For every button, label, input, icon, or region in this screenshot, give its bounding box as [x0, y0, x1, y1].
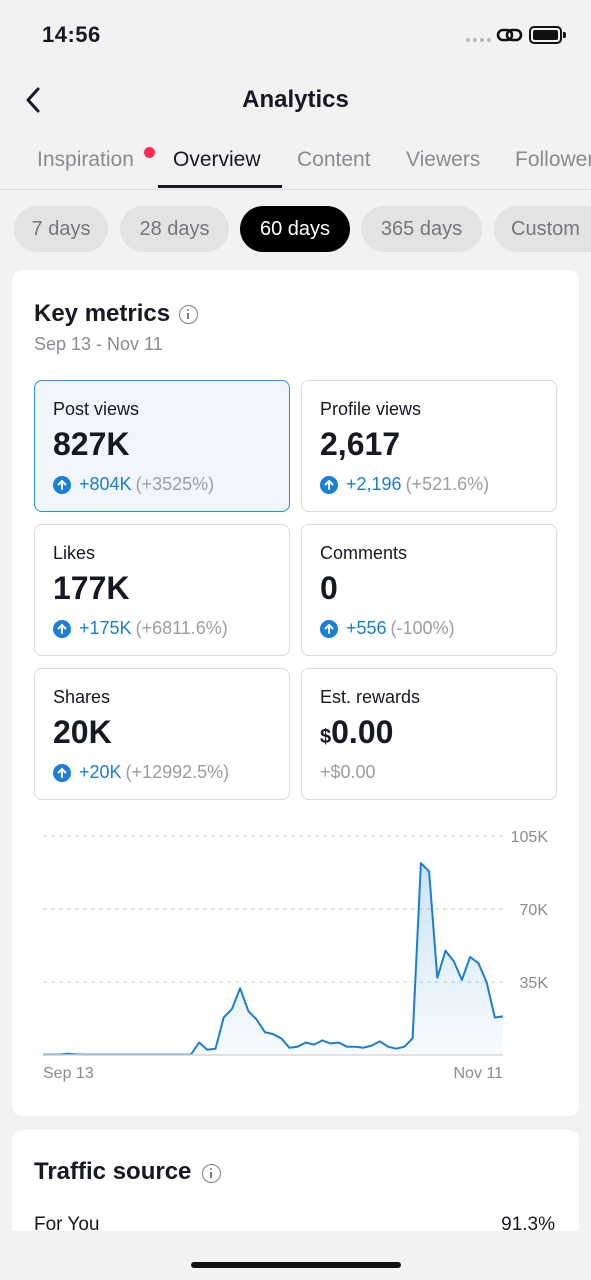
- metric-value: 2,617: [320, 426, 401, 462]
- metric-delta: +556: [346, 618, 387, 638]
- date-range-selector: 7 days 28 days 60 days 365 days Custom: [0, 206, 591, 254]
- y-axis-tick-label: 35K: [520, 975, 549, 992]
- metric-delta: +804K: [79, 474, 132, 494]
- chart-area: [43, 863, 503, 1055]
- metric-change: +804K (+3525%): [53, 474, 214, 495]
- key-metrics-title: Key metrics: [34, 300, 171, 327]
- metric-shares[interactable]: Shares 20K +20K (+12992.5%): [34, 668, 290, 800]
- bottom-safe-area: [0, 1231, 591, 1280]
- metric-label: Likes: [53, 543, 96, 563]
- home-indicator[interactable]: [191, 1262, 401, 1268]
- range-chip-28-days[interactable]: 28 days: [120, 206, 229, 252]
- notification-dot: [144, 147, 155, 158]
- range-chip-7-days[interactable]: 7 days: [14, 206, 108, 252]
- arrow-up-icon: [53, 763, 71, 782]
- metric-label: Post views: [53, 399, 140, 419]
- range-chip-60-days[interactable]: 60 days: [240, 206, 350, 252]
- metric-change: +2,196 (+521.6%): [320, 474, 489, 495]
- tab-overview[interactable]: Overview: [173, 148, 261, 171]
- status-bar: 14:56: [0, 0, 591, 70]
- metric-percent: (+12992.5%): [125, 762, 230, 782]
- metric-value: 0: [320, 570, 338, 606]
- metric-change: +20K (+12992.5%): [53, 762, 229, 783]
- x-axis-label-end: Nov 11: [453, 1065, 503, 1082]
- status-time: 14:56: [42, 22, 101, 47]
- key-metrics-card: Key metrics Sep 13 - Nov 11 Post views 8…: [12, 270, 579, 1116]
- metric-change: +556 (-100%): [320, 618, 455, 639]
- arrow-up-icon: [53, 475, 71, 494]
- metric-label: Shares: [53, 687, 111, 707]
- tab-inspiration[interactable]: Inspiration: [37, 148, 134, 171]
- tab-viewers[interactable]: Viewers: [406, 148, 481, 171]
- arrow-up-icon: [53, 619, 71, 638]
- metric-amount: 0.00: [331, 714, 394, 750]
- metric-est-rewards[interactable]: Est. rewards $0.00 +$0.00: [301, 668, 557, 800]
- metric-delta: +$0.00: [320, 762, 376, 782]
- metric-percent: (+3525%): [135, 474, 215, 494]
- range-chip-custom[interactable]: Custom: [494, 206, 591, 252]
- link-icon: [496, 28, 523, 42]
- metric-value: $0.00: [320, 714, 393, 751]
- traffic-source-label: For You: [34, 1214, 100, 1235]
- metric-percent: (+521.6%): [405, 474, 490, 494]
- metric-post-views[interactable]: Post views 827K +804K (+3525%): [34, 380, 290, 512]
- range-chip-365-days[interactable]: 365 days: [361, 206, 482, 252]
- y-axis-tick-label: 105K: [511, 829, 549, 846]
- traffic-row-for-you: For You 91.3%: [34, 1214, 555, 1236]
- metric-label: Est. rewards: [320, 687, 421, 707]
- arrow-up-icon: [320, 475, 338, 494]
- chart-svg: 105K 70K 35K Sep 13 Nov 11: [43, 829, 549, 1082]
- tab-content[interactable]: Content: [297, 148, 371, 171]
- y-axis-tick-label: 70K: [520, 902, 549, 919]
- signal-icon: [466, 38, 491, 42]
- metric-change: +$0.00: [320, 762, 376, 783]
- chevron-left-icon: [26, 87, 40, 113]
- metric-percent: (+6811.6%): [135, 618, 228, 638]
- tab-bar: Inspiration Overview Content Viewers Fol…: [0, 130, 591, 190]
- header: Analytics: [0, 70, 591, 130]
- info-icon[interactable]: [202, 1164, 221, 1183]
- active-tab-indicator: [158, 185, 282, 188]
- metric-profile-views[interactable]: Profile views 2,617 +2,196 (+521.6%): [301, 380, 557, 512]
- x-axis-label-start: Sep 13: [43, 1065, 94, 1082]
- battery-icon: [529, 26, 566, 44]
- metric-value: 827K: [53, 426, 130, 462]
- metric-comments[interactable]: Comments 0 +556 (-100%): [301, 524, 557, 656]
- metric-label: Profile views: [320, 399, 422, 419]
- metric-likes[interactable]: Likes 177K +175K (+6811.6%): [34, 524, 290, 656]
- traffic-source-value: 91.3%: [501, 1214, 555, 1235]
- page-title: Analytics: [242, 86, 349, 113]
- back-button[interactable]: [18, 84, 48, 116]
- post-views-chart[interactable]: 105K 70K 35K Sep 13 Nov 11: [12, 820, 579, 1100]
- info-icon[interactable]: [179, 305, 198, 324]
- metric-change: +175K (+6811.6%): [53, 618, 228, 639]
- currency-symbol: $: [320, 726, 332, 748]
- metric-delta: +20K: [79, 762, 122, 782]
- metric-value: 20K: [53, 714, 112, 750]
- arrow-up-icon: [320, 619, 338, 638]
- date-range-label: Sep 13 - Nov 11: [34, 334, 163, 354]
- metric-delta: +175K: [79, 618, 132, 638]
- metric-value: 177K: [53, 570, 130, 606]
- tab-followers[interactable]: Followers: [515, 148, 591, 171]
- metric-label: Comments: [320, 543, 408, 563]
- metric-delta: +2,196: [346, 474, 402, 494]
- metric-percent: (-100%): [390, 618, 455, 638]
- traffic-source-title: Traffic source: [34, 1158, 192, 1185]
